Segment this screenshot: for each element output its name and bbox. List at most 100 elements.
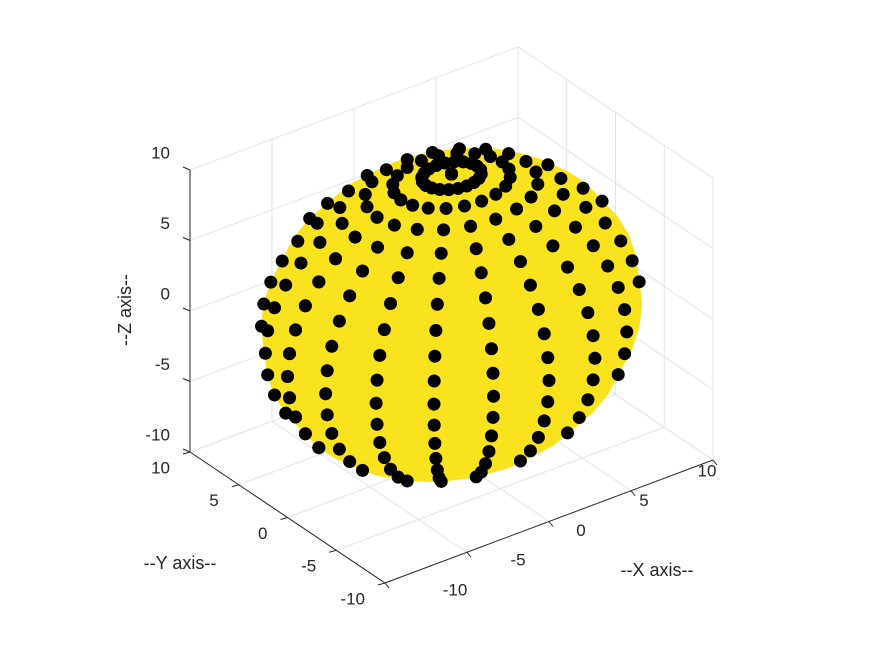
marker: [312, 441, 326, 455]
x-tick-label: 10: [698, 461, 717, 480]
marker: [586, 329, 600, 343]
marker: [542, 374, 556, 387]
marker: [510, 202, 524, 216]
y-tick-label: -10: [340, 589, 365, 608]
marker: [531, 430, 545, 444]
marker: [312, 275, 326, 289]
marker: [325, 339, 339, 353]
y-tick-label: -5: [301, 557, 316, 576]
y-tick-label: 5: [209, 491, 218, 510]
marker: [320, 408, 334, 422]
marker: [414, 154, 428, 168]
marker: [379, 163, 393, 177]
y-tick: [329, 549, 337, 553]
z-axis-label: --Z axis--: [115, 274, 135, 346]
x-tick-label: 5: [639, 491, 648, 510]
marker: [556, 187, 570, 201]
marker: [554, 171, 568, 185]
marker: [568, 220, 582, 234]
marker: [457, 199, 471, 213]
sphere-face: [375, 379, 435, 405]
marker: [445, 167, 458, 181]
marker: [333, 201, 347, 215]
marker: [319, 387, 333, 401]
marker: [261, 324, 275, 338]
marker: [321, 196, 335, 210]
marker: [487, 389, 501, 403]
marker: [620, 325, 634, 339]
marker: [268, 301, 282, 315]
marker: [429, 323, 443, 337]
x-tick-label: 0: [576, 521, 585, 540]
z-tick: [182, 307, 191, 312]
marker: [483, 150, 497, 164]
marker: [572, 411, 586, 425]
marker: [279, 406, 293, 420]
marker: [434, 246, 448, 260]
marker: [541, 158, 555, 172]
marker: [529, 219, 543, 233]
marker: [464, 219, 478, 233]
marker: [499, 179, 513, 193]
marker: [384, 462, 398, 476]
marker: [479, 457, 493, 471]
marker: [370, 417, 384, 431]
marker: [513, 454, 527, 468]
marker: [598, 216, 612, 230]
marker: [257, 297, 271, 311]
y-tick: [377, 582, 386, 586]
marker: [581, 393, 595, 407]
marker: [377, 323, 391, 337]
marker: [581, 306, 595, 320]
x-axis-label: --X axis--: [621, 560, 694, 580]
marker: [384, 297, 398, 311]
marker: [611, 368, 625, 382]
marker: [264, 275, 278, 289]
marker: [561, 260, 575, 274]
marker: [427, 418, 441, 432]
z-tick-label: 0: [161, 284, 170, 303]
marker: [430, 463, 444, 477]
marker: [625, 254, 639, 268]
marker: [546, 239, 560, 253]
marker: [486, 410, 500, 424]
marker: [406, 198, 420, 212]
marker: [632, 275, 646, 289]
x-tick: [630, 490, 636, 497]
marker: [561, 426, 575, 440]
z-tick: [182, 237, 191, 241]
sphere-face: [375, 402, 435, 426]
marker: [601, 259, 615, 273]
marker: [484, 342, 498, 356]
marker: [579, 200, 593, 214]
marker: [348, 230, 362, 244]
marker: [475, 194, 489, 208]
marker: [576, 181, 590, 195]
y-axis-label: --Y axis--: [144, 553, 217, 573]
marker: [427, 374, 441, 388]
z-tick-label: -5: [155, 355, 170, 374]
marker: [387, 218, 401, 232]
marker: [479, 291, 493, 305]
marker: [548, 204, 562, 218]
x-tick: [466, 551, 472, 558]
marker: [377, 451, 391, 465]
marker: [618, 347, 632, 361]
x-tick: [712, 459, 718, 466]
marker: [332, 314, 346, 328]
y-tick-label: 0: [258, 524, 267, 543]
marker: [572, 283, 586, 297]
marker: [541, 395, 555, 409]
marker: [482, 444, 496, 458]
marker: [332, 442, 346, 456]
marker: [502, 232, 516, 246]
marker: [283, 391, 297, 405]
marker: [268, 388, 282, 402]
marker: [433, 183, 447, 197]
marker: [283, 347, 297, 361]
marker: [513, 255, 527, 269]
x-tick: [548, 521, 554, 527]
marker: [429, 451, 443, 465]
marker: [343, 289, 357, 303]
marker: [370, 210, 384, 224]
